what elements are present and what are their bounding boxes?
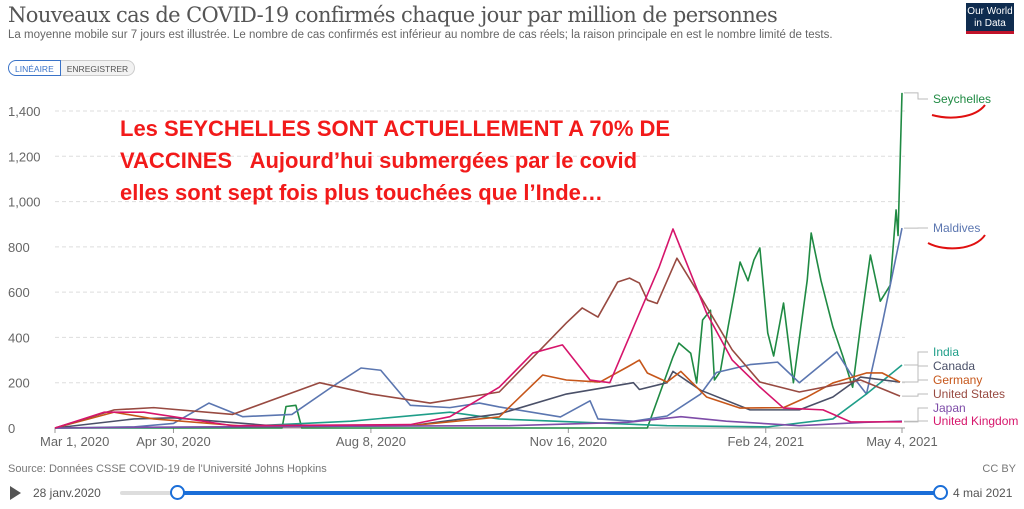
source-note: Source: Données CSSE COVID-19 de l'Unive… bbox=[8, 463, 327, 475]
series-line-japan bbox=[54, 415, 903, 429]
annotation-text: Les SEYCHELLES SONT ACTUELLEMENT A 70% D… bbox=[120, 116, 671, 205]
timeline-start-label: 28 janv.2020 bbox=[33, 486, 101, 500]
series-label: United States bbox=[933, 387, 1005, 401]
timeline-end-handle[interactable] bbox=[933, 485, 948, 500]
series-label: Japan bbox=[933, 401, 966, 415]
label-connector bbox=[902, 379, 928, 383]
license-link[interactable]: CC BY bbox=[982, 463, 1016, 475]
y-tick-label: 0 bbox=[8, 421, 15, 436]
label-connector bbox=[902, 393, 928, 397]
timeline-range-fill bbox=[177, 491, 940, 495]
timeline-end-label: 4 mai 2021 bbox=[953, 486, 1013, 500]
label-connector bbox=[904, 351, 928, 366]
y-tick-label: 200 bbox=[8, 376, 30, 391]
y-tick-label: 400 bbox=[8, 330, 30, 345]
series-line-india bbox=[54, 364, 903, 429]
series-label: Seychelles bbox=[933, 92, 991, 106]
play-icon[interactable] bbox=[10, 486, 21, 500]
x-tick-label: Apr 30, 2020 bbox=[136, 434, 210, 449]
y-tick-label: 1,200 bbox=[8, 149, 41, 164]
series-label: Germany bbox=[933, 373, 982, 387]
series-label: India bbox=[933, 345, 959, 359]
label-connector bbox=[904, 92, 928, 100]
x-tick-label: Feb 24, 2021 bbox=[727, 434, 804, 449]
timeline-start-handle[interactable] bbox=[170, 485, 186, 500]
series-line-maldives bbox=[54, 227, 903, 429]
linear-scale-button[interactable]: LINÉAIRE bbox=[8, 60, 61, 76]
label-connector bbox=[904, 420, 928, 423]
series-label: Canada bbox=[933, 359, 975, 373]
log-scale-button[interactable]: ENREGISTRER bbox=[60, 60, 136, 76]
red-underline-scribble bbox=[927, 234, 986, 250]
y-tick-label: 1,000 bbox=[8, 195, 41, 210]
y-tick-label: 800 bbox=[8, 240, 30, 255]
x-tick-label: May 4, 2021 bbox=[866, 434, 938, 449]
owid-logo[interactable]: Our World in Data bbox=[966, 3, 1014, 34]
chart-subtitle: La moyenne mobile sur 7 jours est illust… bbox=[8, 29, 833, 41]
series-label: Maldives bbox=[933, 221, 980, 235]
scale-toggle: LINÉAIRE ENREGISTRER bbox=[8, 60, 136, 76]
timeline-slider[interactable] bbox=[120, 485, 948, 500]
red-underline-scribble bbox=[931, 104, 986, 119]
label-connector bbox=[904, 407, 928, 422]
series-line-canada bbox=[54, 370, 901, 429]
y-tick-label: 1,400 bbox=[8, 104, 41, 119]
series-line-united-kingdom bbox=[54, 228, 902, 429]
chart-title: Nouveaux cas de COVID-19 confirmés chaqu… bbox=[8, 3, 778, 27]
y-tick-label: 600 bbox=[8, 285, 30, 300]
series-label: United Kingdom bbox=[933, 414, 1018, 428]
series-line-united-states bbox=[54, 257, 901, 429]
series-line-seychelles bbox=[55, 92, 903, 429]
x-tick-label: Aug 8, 2020 bbox=[336, 434, 406, 449]
x-tick-label: Nov 16, 2020 bbox=[530, 434, 607, 449]
line-chart: 0 200 400 600 800 1,000 1,200 1,400 Mar 1, 2020 A… bbox=[8, 92, 1018, 449]
x-tick-label: Mar 1, 2020 bbox=[40, 434, 109, 449]
